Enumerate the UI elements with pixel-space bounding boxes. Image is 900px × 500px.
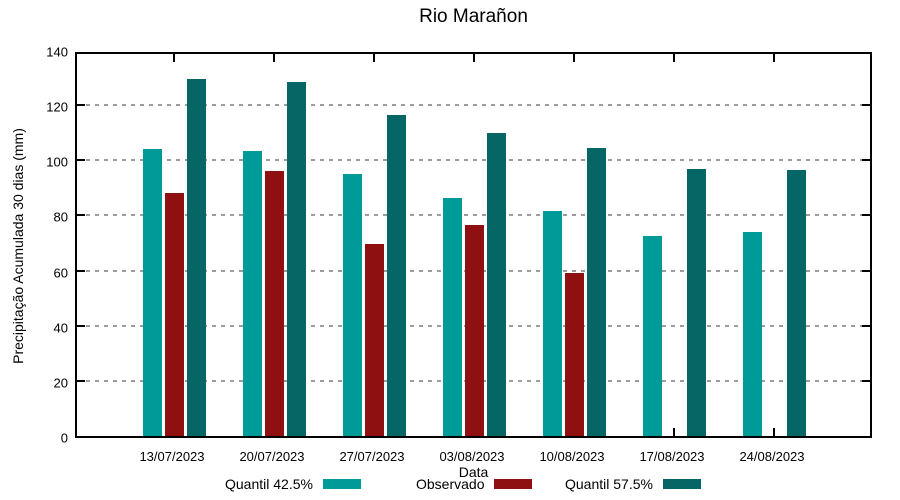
y-tick-mark: [77, 159, 85, 162]
x-tick-mark: [473, 54, 475, 62]
legend-label-observado: Observado: [416, 476, 485, 492]
y-tick-mark: [862, 379, 870, 382]
bar-observado: [564, 273, 584, 436]
x-tick-mark: [173, 54, 175, 62]
y-axis-tick-labels: 0 20 40 60 80 100 120 140: [0, 45, 68, 446]
y-tick-mark: [862, 269, 870, 272]
x-tick-label-1: 20/07/2023: [239, 449, 305, 464]
y-tick-mark: [862, 104, 870, 107]
gridline-y-80: [77, 214, 870, 217]
x-tick-label-0: 13/07/2023: [139, 449, 205, 464]
plot-area: [75, 52, 872, 438]
bar-quantil-57-5-: [186, 78, 206, 436]
legend-item-quantil-42-5: Quantil 42.5%: [225, 476, 361, 492]
bar-quantil-57-5-: [786, 169, 806, 436]
bar-quantil-42-5-: [642, 236, 662, 436]
y-tick-mark: [77, 269, 85, 272]
x-tick-mark: [773, 428, 775, 436]
legend-item-quantil-57-5: Quantil 57.5%: [565, 476, 701, 492]
x-tick-label-4: 10/08/2023: [539, 449, 605, 464]
bar-observado: [464, 225, 484, 436]
bar-quantil-57-5-: [386, 114, 406, 436]
bar-quantil-42-5-: [442, 197, 462, 436]
x-tick-mark: [273, 54, 275, 62]
y-tick-label: 40: [53, 320, 68, 336]
legend-swatch-quantil-57-5: [662, 479, 701, 489]
y-tick-label: 0: [60, 430, 68, 446]
chart-title: Rio Marañon: [419, 6, 528, 27]
x-tick-mark: [373, 54, 375, 62]
y-tick-mark: [77, 324, 85, 327]
bar-quantil-57-5-: [486, 132, 506, 436]
bar-observado: [364, 244, 384, 436]
bar-quantil-42-5-: [342, 174, 362, 436]
x-tick-label-2: 27/07/2023: [339, 449, 405, 464]
legend: Quantil 42.5% Observado Quantil 57.5%: [0, 476, 900, 494]
bar-quantil-57-5-: [586, 147, 606, 436]
y-tick-mark: [862, 159, 870, 162]
x-tick-mark: [673, 428, 675, 436]
y-tick-mark: [862, 214, 870, 217]
x-axis-title: Data: [458, 464, 489, 480]
bar-quantil-42-5-: [142, 149, 162, 436]
x-tick-label-3: 03/08/2023: [439, 449, 505, 464]
y-tick-mark: [77, 104, 85, 107]
y-tick-mark: [77, 214, 85, 217]
legend-label-quantil-57-5: Quantil 57.5%: [565, 476, 653, 492]
bar-quantil-42-5-: [242, 150, 262, 436]
y-tick-mark: [862, 324, 870, 327]
gridline-y-120: [77, 104, 870, 107]
legend-item-observado: Observado: [416, 476, 533, 492]
y-tick-label: 120: [46, 99, 68, 115]
y-tick-label: 140: [46, 44, 68, 60]
y-tick-label: 60: [53, 265, 68, 281]
x-tick-mark: [773, 54, 775, 62]
gridline-y-100: [77, 159, 870, 162]
y-tick-label: 20: [53, 375, 68, 391]
legend-swatch-observado: [494, 479, 533, 489]
y-tick-mark: [77, 379, 85, 382]
legend-swatch-quantil-42-5: [322, 479, 361, 489]
bar-quantil-42-5-: [742, 231, 762, 436]
x-tick-mark: [673, 54, 675, 62]
x-tick-label-6: 24/08/2023: [739, 449, 805, 464]
y-tick-label: 80: [53, 209, 68, 225]
bar-quantil-42-5-: [542, 211, 562, 436]
bar-quantil-57-5-: [286, 81, 306, 436]
bar-quantil-57-5-: [686, 168, 706, 436]
x-tick-mark: [573, 54, 575, 62]
y-tick-label: 100: [46, 154, 68, 170]
x-tick-label-5: 17/08/2023: [639, 449, 705, 464]
bar-observado: [264, 171, 284, 436]
legend-label-quantil-42-5: Quantil 42.5%: [225, 476, 313, 492]
bar-observado: [164, 193, 184, 436]
